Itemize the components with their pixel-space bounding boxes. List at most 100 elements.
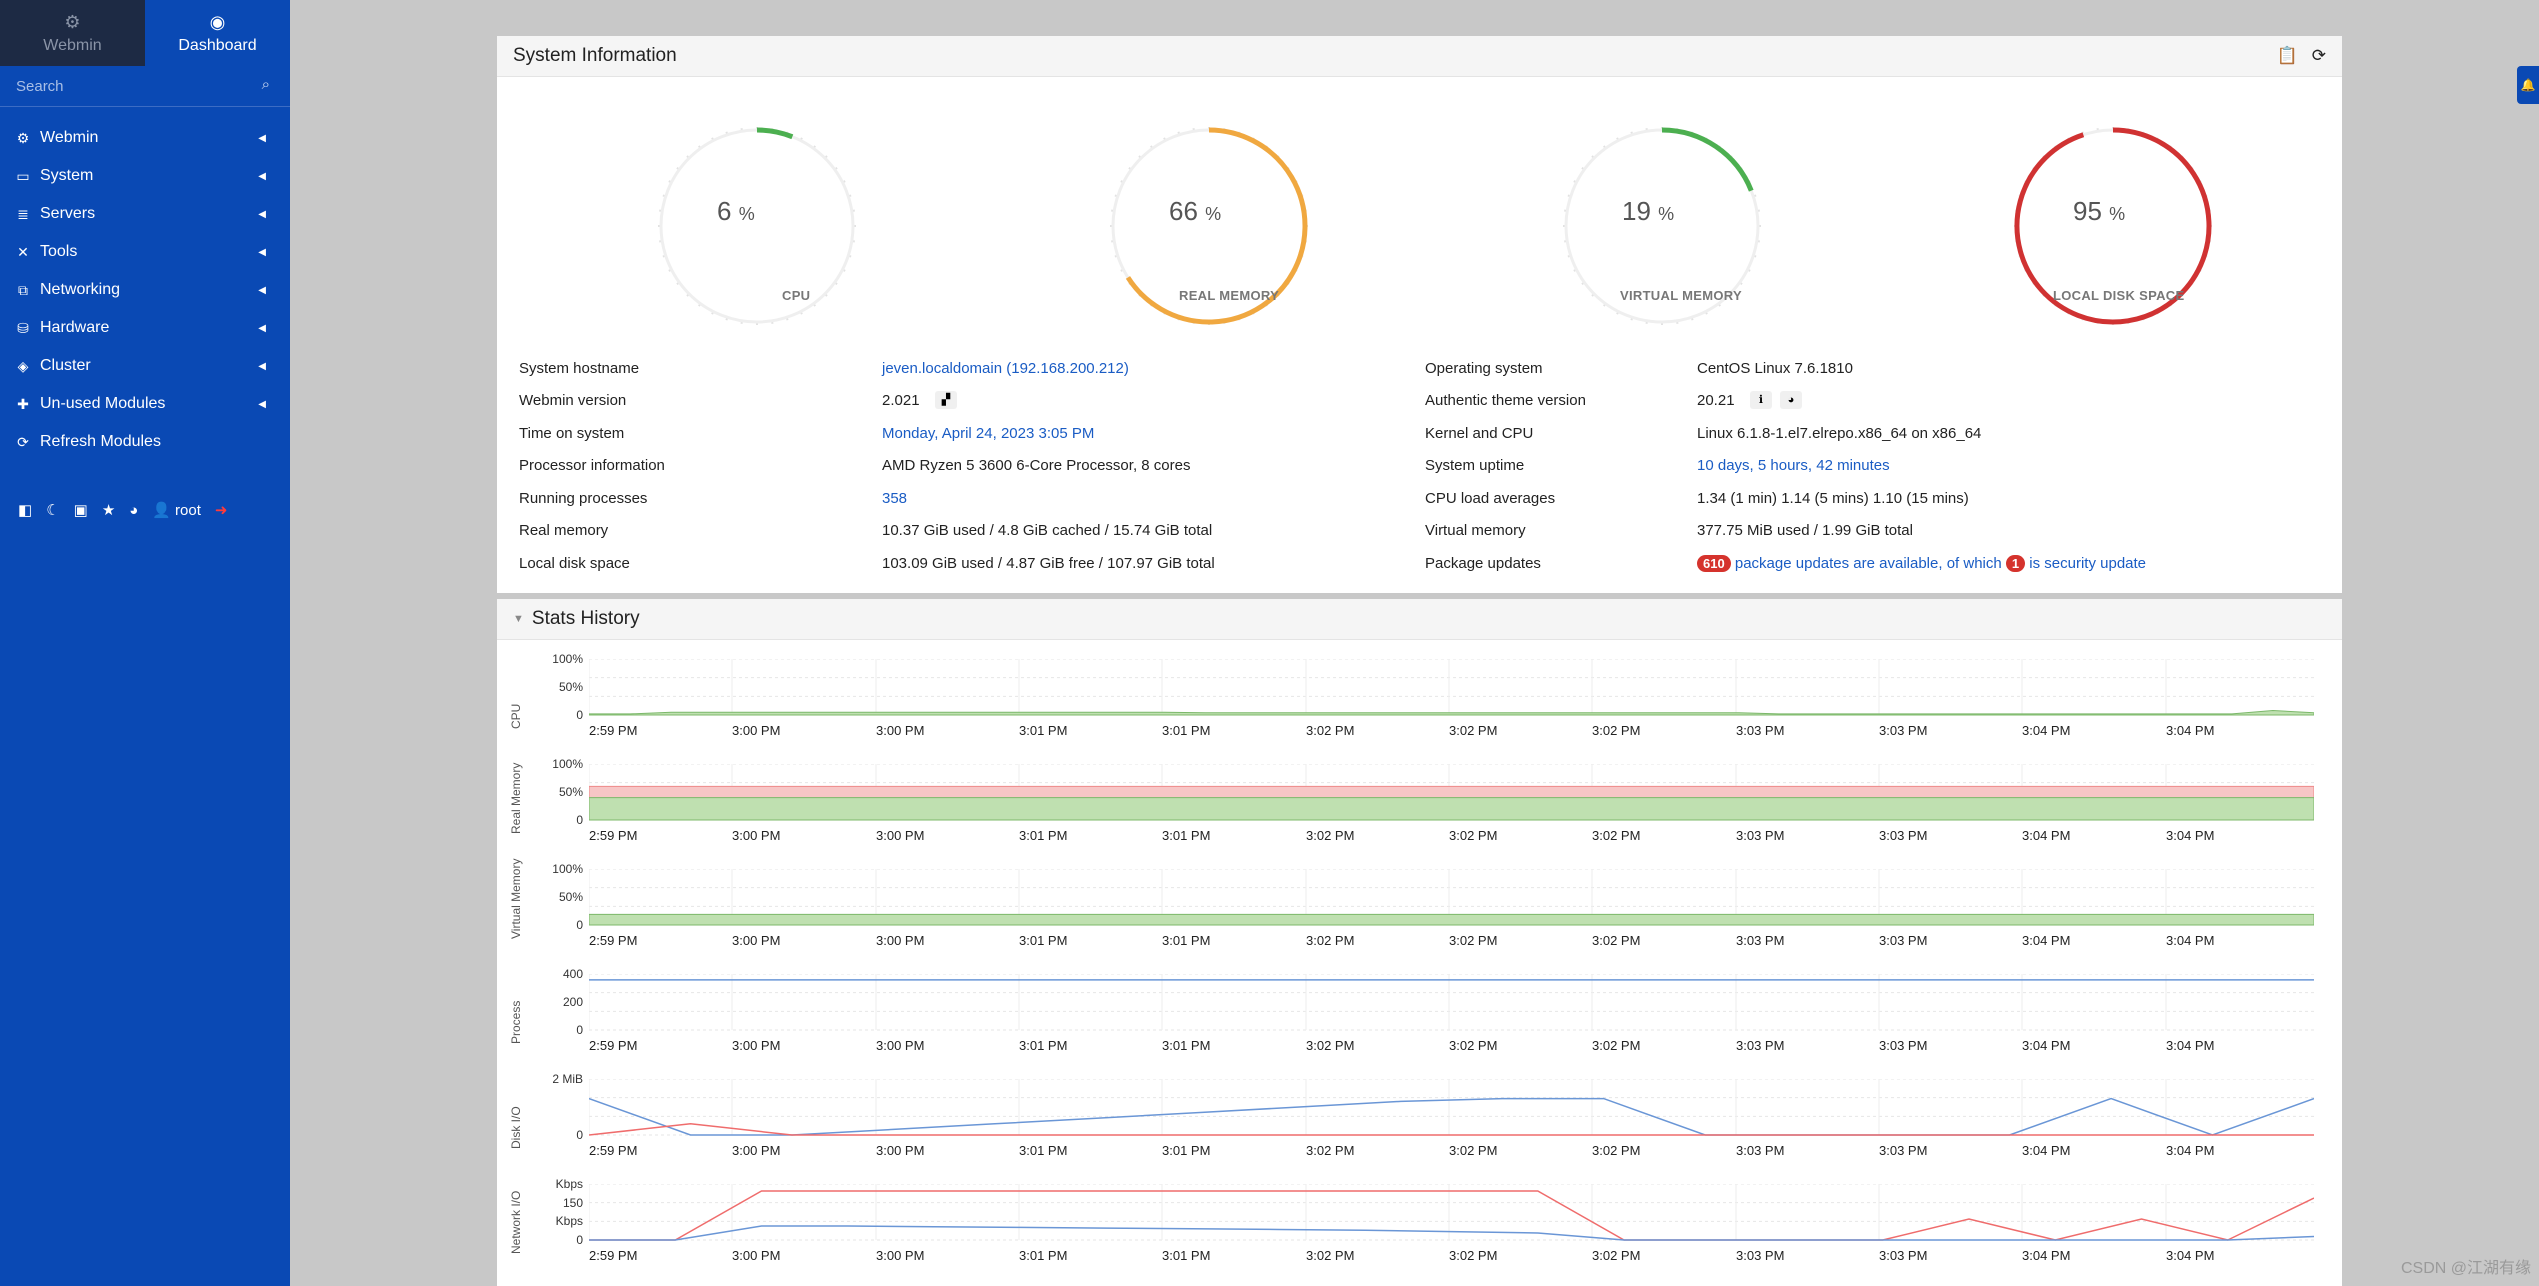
info-label: System uptime (1425, 457, 1525, 474)
x-tick-label: 2:59 PM (589, 828, 638, 843)
x-tick-label: 3:04 PM (2166, 1248, 2215, 1263)
y-tick-label: Kbps (555, 1214, 583, 1229)
reload-icon[interactable]: ⟳ (2311, 46, 2326, 65)
sidebar-item-webmin[interactable]: ⚙ Webmin ◀ (0, 119, 290, 157)
x-tick-label: 3:03 PM (1879, 1038, 1928, 1053)
modules-icon[interactable]: ▞ (935, 391, 957, 409)
info-value: CentOS Linux 7.6.1810 (1697, 360, 1853, 377)
x-tick-label: 3:03 PM (1736, 1248, 1785, 1263)
gauge-arc (756, 127, 794, 140)
system-information-header: System Information 📋 ⟳ (497, 36, 2342, 77)
disk-icon: ⛁ (17, 319, 29, 336)
x-tick-label: 3:00 PM (876, 1248, 925, 1263)
sidebar-tabs: ⚙ Webmin ◉ Dashboard (0, 0, 290, 66)
x-tick-label: 3:04 PM (2022, 1143, 2071, 1158)
x-tick-label: 3:01 PM (1019, 1248, 1068, 1263)
x-tick-label: 3:02 PM (1306, 1143, 1355, 1158)
stats-history-panel: ▼ Stats History CPU 100% 50% 0 2:59 PM 3:00 P… (497, 599, 2342, 1286)
theme-palette-icon[interactable]: ◕ (129, 501, 139, 519)
stats-history-header[interactable]: ▼ Stats History (497, 599, 2342, 640)
security-count-badge: 1 (2005, 555, 2026, 572)
sidebar-item-networking[interactable]: ⧉ Networking ◀ (0, 271, 290, 309)
x-tick-label: 3:02 PM (1449, 828, 1498, 843)
info-label: Processor information (519, 457, 665, 474)
info-icon[interactable]: ℹ (1750, 391, 1772, 409)
gauge-value: 6 % (717, 196, 755, 227)
info-label: Authentic theme version (1425, 392, 1586, 409)
info-value: 10.37 GiB used / 4.8 GiB cached / 15.74 … (882, 522, 1213, 539)
favorites-icon[interactable]: ★ (101, 502, 116, 519)
info-value: 103.09 GiB used / 4.87 GiB free / 107.97… (882, 555, 1215, 572)
gauge-label: LOCAL DISK SPACE (2053, 288, 2185, 303)
chart-disk-i/o: Disk I/O 2 MiB 0 2:59 PM 3:00 PM 3:00 PM 3:01 … (497, 1072, 2342, 1179)
info-value[interactable]: jeven.localdomain (192.168.200.212) (882, 360, 1129, 377)
x-tick-label: 3:01 PM (1162, 933, 1211, 948)
x-tick-label: 3:04 PM (2022, 828, 2071, 843)
info-label: CPU load averages (1425, 490, 1556, 507)
caret-left-icon: ◀ (258, 360, 266, 372)
sidebar-item-tools[interactable]: ✕ Tools ◀ (0, 233, 290, 271)
tab-dashboard[interactable]: ◉ Dashboard (145, 0, 290, 66)
y-tick-label: 100% (552, 862, 583, 876)
info-value[interactable]: 358 (882, 490, 908, 507)
gauge-number: 95 (2073, 196, 2102, 226)
chart-ylabel: CPU (509, 703, 523, 729)
caret-left-icon: ◀ (258, 170, 266, 182)
info-value[interactable]: 10 days, 5 hours, 42 minutes (1697, 457, 1890, 474)
sidebar-item-system[interactable]: ▭ System ◀ (0, 157, 290, 195)
sidebar-item-refresh-modules[interactable]: ⟳ Refresh Modules (0, 423, 290, 461)
x-tick-label: 3:00 PM (732, 1038, 781, 1053)
sidebar-item-label: Cluster (40, 357, 91, 374)
x-tick-label: 3:04 PM (2166, 933, 2215, 948)
x-tick-label: 3:01 PM (1162, 1038, 1211, 1053)
user-menu[interactable]: 👤 root (152, 501, 201, 520)
x-tick-label: 3:02 PM (1306, 1038, 1355, 1053)
series-1 (589, 1123, 2314, 1136)
gauge-unit: % (1205, 204, 1222, 224)
search-input[interactable] (0, 66, 288, 106)
chart-cpu: CPU 100% 50% 0 2:59 PM 3:00 PM 3:00 PM 3:01 PM 3… (497, 652, 2342, 759)
sidebar-item-label: Un-used Modules (40, 395, 166, 412)
x-tick-label: 3:03 PM (1879, 828, 1928, 843)
x-tick-label: 2:59 PM (589, 933, 638, 948)
notifications-icon[interactable]: 🔔 (2517, 66, 2539, 104)
x-tick-label: 3:00 PM (732, 1248, 781, 1263)
caret-left-icon: ◀ (258, 132, 266, 144)
search-icon[interactable]: ⌕ (261, 76, 270, 93)
package-updates-link[interactable]: 610 package updates are available, of wh… (1697, 555, 2146, 572)
x-tick-label: 3:03 PM (1736, 1038, 1785, 1053)
toggle-sidebar-icon[interactable]: ◧ (18, 502, 33, 519)
y-tick-label: 0 (576, 918, 583, 932)
y-tick-label: 100% (552, 652, 583, 666)
y-tick-label: 200 (562, 995, 583, 1009)
gauge-number: 6 (717, 196, 732, 226)
chart-plot (589, 869, 2314, 926)
server-icon: ≣ (17, 205, 29, 222)
x-tick-label: 3:04 PM (2022, 1248, 2071, 1263)
info-value[interactable]: Monday, April 24, 2023 3:05 PM (882, 425, 1095, 442)
clipboard-icon[interactable]: 📋 (2276, 46, 2298, 65)
x-tick-label: 3:00 PM (732, 933, 781, 948)
x-tick-label: 3:04 PM (2166, 1143, 2215, 1158)
series-0 (589, 913, 2314, 926)
updates-count-badge: 610 (1697, 555, 1731, 572)
palette-icon[interactable]: ◕ (1780, 391, 1802, 409)
y-tick-label: 0 (576, 1233, 583, 1247)
night-mode-icon[interactable]: ☾ (46, 502, 60, 519)
sidebar-item-servers[interactable]: ≣ Servers ◀ (0, 195, 290, 233)
caret-left-icon: ◀ (258, 246, 266, 258)
logout-icon[interactable]: ➜ (214, 502, 228, 519)
sidebar-item-hardware[interactable]: ⛁ Hardware ◀ (0, 309, 290, 347)
user-icon: 👤 (152, 502, 172, 519)
gauge-value: 95 % (2073, 196, 2125, 227)
sidebar-item-un-used-modules[interactable]: ✚ Un-used Modules ◀ (0, 385, 290, 423)
collapse-caret-icon: ▼ (513, 613, 524, 625)
y-tick-label: 400 (562, 967, 583, 981)
tab-webmin[interactable]: ⚙ Webmin (0, 0, 145, 66)
gauge-track (659, 128, 855, 324)
username: root (175, 501, 201, 519)
gauge-arc (1661, 127, 1754, 192)
x-tick-label: 3:02 PM (1306, 828, 1355, 843)
sidebar-item-cluster[interactable]: ◈ Cluster ◀ (0, 347, 290, 385)
dashboard-view-icon[interactable]: ▣ (73, 502, 88, 519)
